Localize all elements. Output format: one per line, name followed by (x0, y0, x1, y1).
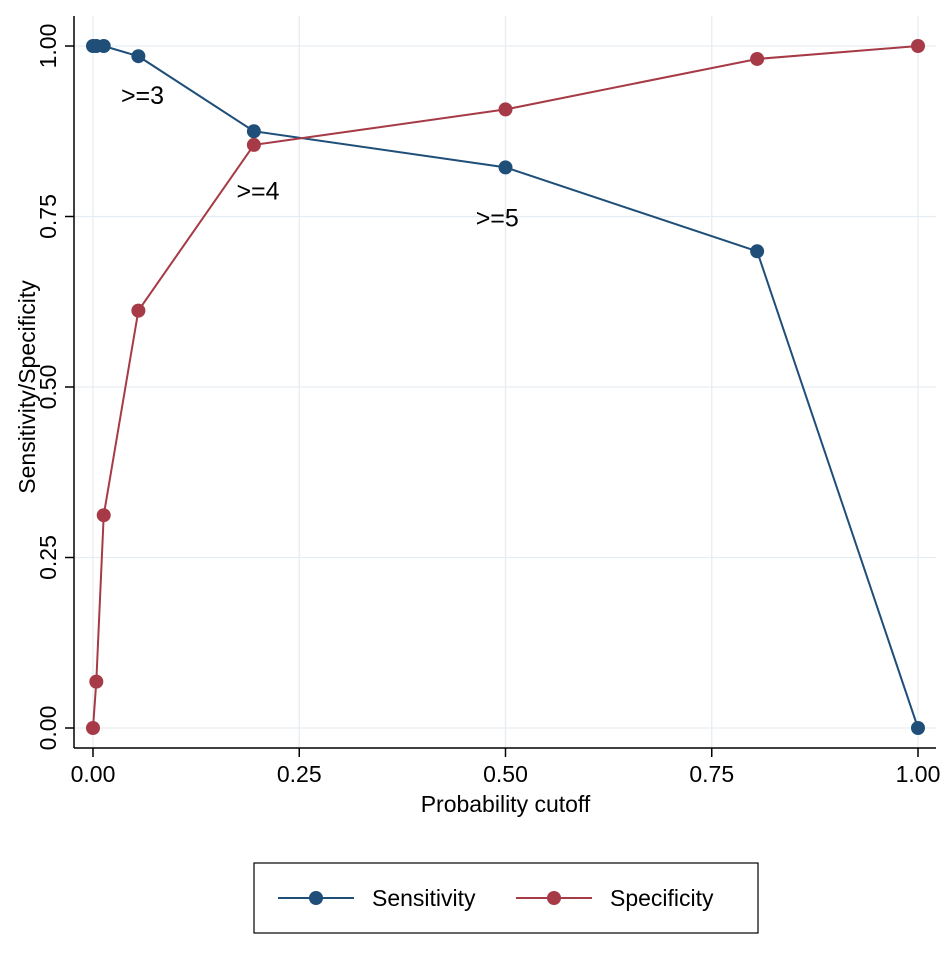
point-specificity-7 (911, 39, 925, 53)
point-sensitivity-4 (246, 124, 261, 139)
point-specificity-3 (131, 303, 146, 318)
y-tick-label-3: 0.75 (35, 194, 61, 239)
point-specificity-0 (86, 721, 100, 735)
point-specificity-2 (96, 508, 111, 523)
point-sensitivity-3 (131, 49, 146, 64)
x-tick-label-3: 0.75 (689, 761, 734, 787)
gridlines (74, 16, 936, 748)
point-sensitivity-5 (498, 160, 513, 175)
y-tick-label-0: 0.00 (35, 706, 61, 751)
x-tick-label-4: 1.00 (896, 761, 941, 787)
legend-marker-sensitivity (309, 891, 323, 905)
point-sensitivity-2 (96, 39, 111, 53)
x-tick-label-1: 0.25 (277, 761, 322, 787)
annotation-1: >=4 (236, 177, 279, 205)
annotation-2: >=5 (476, 205, 519, 233)
legend: Sensitivity Specificity (253, 862, 759, 934)
x-tick-label-0: 0.00 (71, 761, 116, 787)
x-axis-title: Probability cutoff (421, 791, 591, 817)
annotations: >=3 >=4 >=5 (121, 82, 519, 233)
point-sensitivity-7 (911, 721, 925, 735)
y-tick-label-1: 0.25 (35, 535, 61, 580)
point-specificity-1 (89, 674, 104, 689)
legend-label-specificity: Specificity (610, 885, 714, 911)
x-tick-label-2: 0.50 (483, 761, 528, 787)
axes: 0.00 0.25 0.50 0.75 1.00 0.00 0.25 0.50 0.75 1.00 (35, 16, 940, 787)
point-sensitivity-6 (750, 244, 765, 259)
point-specificity-4 (246, 137, 261, 152)
series-line-specificity (92, 45, 919, 729)
legend-marker-specificity (547, 891, 561, 905)
annotation-0: >=3 (121, 82, 164, 110)
legend-label-sensitivity: Sensitivity (372, 885, 476, 911)
point-specificity-6 (750, 51, 765, 66)
y-tick-label-2: 0.50 (35, 365, 61, 410)
point-specificity-5 (498, 102, 513, 117)
y-axis-title: Sensitivity/Specificity (14, 280, 40, 494)
plot-series (86, 39, 925, 735)
y-tick-label-4: 1.00 (35, 24, 61, 69)
